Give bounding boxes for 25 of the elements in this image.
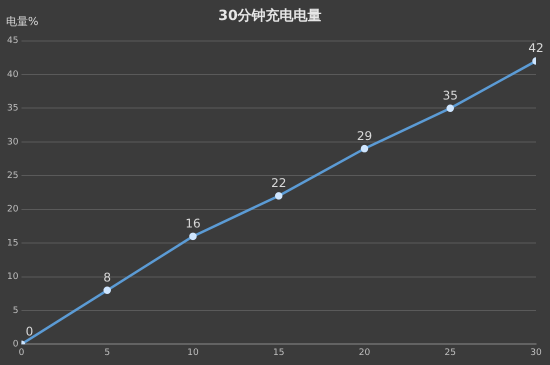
y-tick-label: 5 — [12, 306, 18, 316]
chart-title: 30分钟充电电量 — [218, 7, 322, 24]
y-tick-label: 0 — [12, 340, 19, 350]
y-tick-label: 20 — [7, 204, 19, 215]
y-tick-label: 30 — [7, 137, 19, 148]
x-tick-label: 10 — [187, 348, 199, 358]
x-tick-label: 25 — [444, 348, 456, 358]
x-tick-label: 20 — [358, 348, 370, 358]
x-tick-label: 15 — [273, 348, 284, 358]
data-label: 42 — [528, 41, 544, 56]
x-tick-label: 30 — [530, 348, 542, 358]
data-label: 0 — [26, 324, 34, 338]
data-label: 22 — [271, 176, 286, 190]
y-tick-label: 45 — [7, 36, 18, 46]
x-tick-label: 5 — [104, 348, 110, 358]
y-tick-label: 40 — [7, 70, 19, 80]
y-tick-label: 35 — [7, 104, 18, 114]
y-tick-label: 10 — [7, 272, 19, 282]
y-tick-label: 25 — [7, 170, 18, 181]
y-axis-title: 电量% — [6, 14, 38, 28]
data-label: 29 — [356, 128, 372, 143]
data-label: 8 — [103, 270, 112, 284]
data-label: 35 — [442, 88, 458, 102]
data-label: 16 — [185, 216, 201, 230]
y-tick-label: 15 — [7, 238, 18, 248]
